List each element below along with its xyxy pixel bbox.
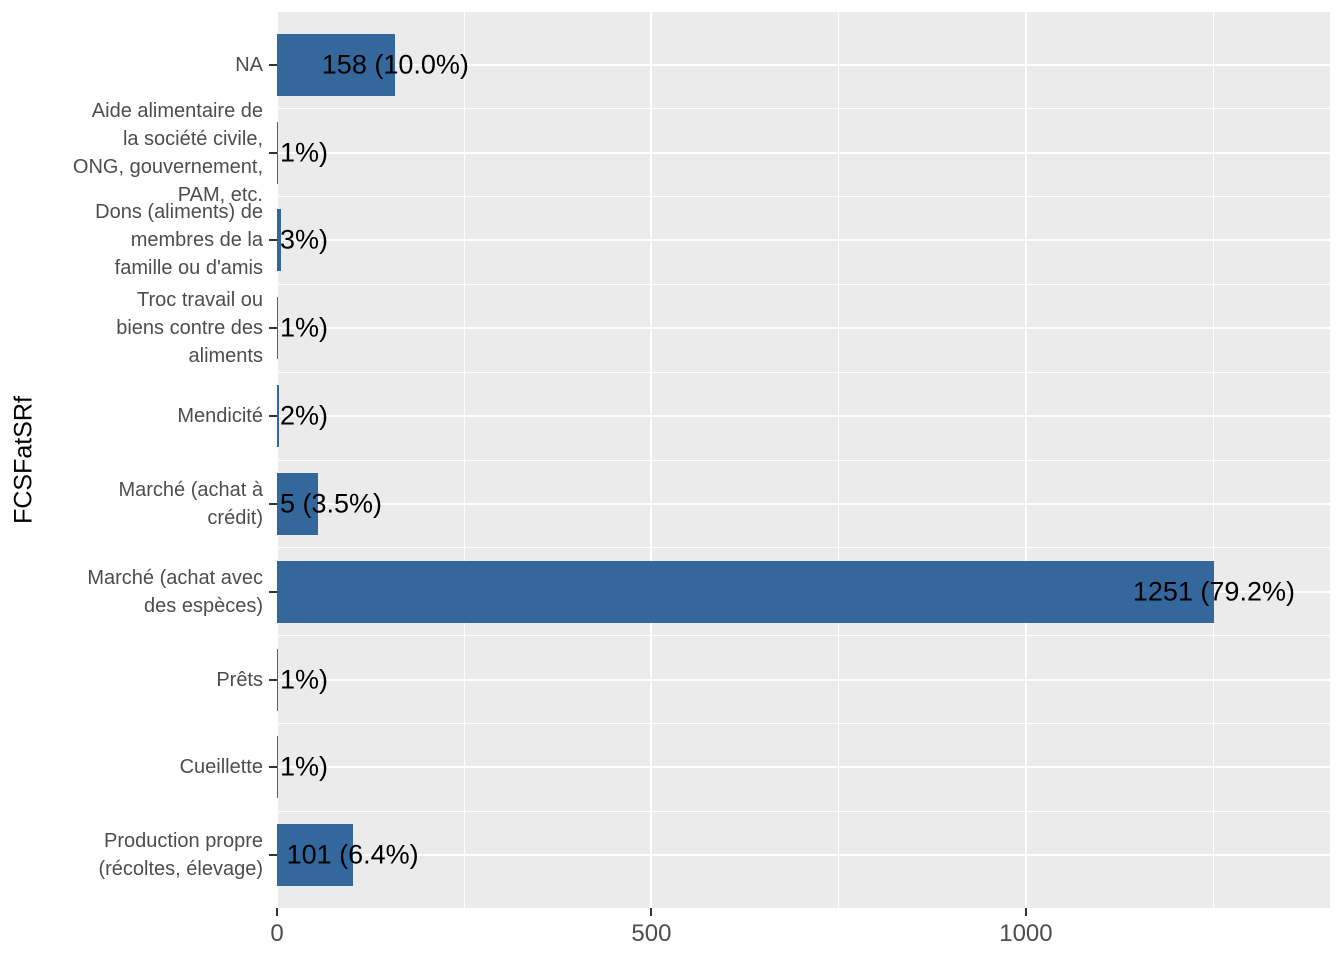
y-axis-category-label: Mendicité [177,405,263,428]
gridline-horizontal-major [277,415,1330,418]
bar-value-label: 1%) [280,664,329,695]
y-axis-tick-mark [269,239,277,242]
y-axis-category-label: Marché (achat à crédit) [118,478,263,529]
y-axis-tick-mark [269,63,277,66]
gridline-horizontal-major [277,854,1330,857]
bar [277,297,279,360]
gridline-horizontal-minor [277,459,1330,461]
y-axis-category-label: Cueillette [179,756,263,779]
bar-value-label: 3%) [280,224,329,255]
bar-value-label: 2%) [280,400,329,431]
bar-value-label: 101 (6.4%) [286,839,419,870]
gridline-horizontal-major [277,151,1330,154]
y-axis-tick-mark [269,854,277,857]
gridline-horizontal-major [277,766,1330,769]
gridline-horizontal-minor [277,723,1330,725]
bar-value-label: 1%) [280,312,329,343]
gridline-horizontal-major [277,502,1330,505]
bar-value-label: 1%) [280,137,329,168]
x-axis-tick-label: 1000 [999,920,1053,947]
plot-panel: 158 (10.0%) 1%) 3%) 1%) 2%) 5 (3.5%) 1251 (79.… [277,12,1330,908]
bar [277,472,319,535]
y-axis-category-label: Production propre (récoltes, élevage) [98,830,263,881]
gridline-horizontal-minor [277,108,1330,110]
x-axis-tick-mark [276,908,278,916]
y-axis-tick-mark [269,327,277,330]
gridline-horizontal-minor [277,635,1330,637]
bar [277,824,353,887]
gridline-horizontal-minor [277,195,1330,197]
y-axis-category-label: NA [235,53,263,76]
gridline-horizontal-major [277,239,1330,242]
x-axis-tick-label: 0 [270,920,284,947]
gridline-horizontal-major [277,678,1330,681]
bar [277,560,1214,623]
y-axis-tick-mark [269,502,277,505]
bar [277,121,279,184]
bar [277,209,281,272]
bar [277,33,396,96]
y-axis-tick-mark [269,678,277,681]
x-axis-tick-mark [650,908,653,916]
x-axis-tick-label: 500 [631,920,672,947]
y-axis-tick-mark [269,590,277,593]
y-axis-category-label: Prêts [216,668,263,691]
y-axis-category-label: Troc travail ou biens contre des aliments [116,289,263,368]
gridline-horizontal-minor [277,283,1330,285]
bar-value-label: 158 (10.0%) [321,49,469,80]
y-axis-tick-mark [269,151,277,154]
gridline-horizontal-minor [277,547,1330,549]
bar-value-label: 1%) [280,751,329,782]
bar [277,648,278,711]
gridline-horizontal-major [277,63,1330,66]
bar-value-label: 5 (3.5%) [280,488,383,519]
bar [277,385,280,448]
bar-value-label: 1251 (79.2%) [1132,576,1295,607]
gridline-horizontal-major [277,327,1330,330]
x-axis-tick-mark [1024,908,1027,916]
bar [277,736,279,799]
y-axis-category-label: Dons (aliments) de membres de la famille o… [95,201,263,280]
y-axis-tick-mark [269,766,277,769]
y-axis-tick-mark [269,415,277,418]
y-axis-category-label: Marché (achat avec des espèces) [87,566,263,617]
gridline-horizontal-minor [277,810,1330,812]
y-axis-category-label: Aide alimentaire de la société civile, ONG… [72,99,263,206]
gridline-horizontal-minor [277,371,1330,373]
